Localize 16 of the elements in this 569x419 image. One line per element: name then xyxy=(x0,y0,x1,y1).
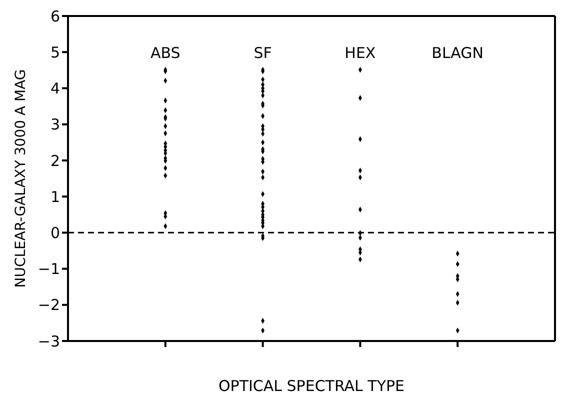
y-tick-label: 4 xyxy=(50,80,60,98)
y-tick-label: −1 xyxy=(38,260,60,278)
x-axis-title: OPTICAL SPECTRAL TYPE xyxy=(218,377,405,395)
x-tick-label: SF xyxy=(254,44,272,62)
x-tick-label: HEX xyxy=(344,44,376,62)
y-tick-label: −2 xyxy=(38,296,60,314)
y-tick-label: 2 xyxy=(50,152,60,170)
y-tick-label: 1 xyxy=(50,188,60,206)
x-tick-label: BLAGN xyxy=(432,44,484,62)
y-tick-label: −3 xyxy=(38,332,60,350)
y-tick-label: 3 xyxy=(50,116,60,134)
y-tick-label: 6 xyxy=(50,7,60,26)
x-tick-label: ABS xyxy=(150,44,180,62)
y-tick-label: 5 xyxy=(50,43,60,62)
y-tick-label: 0 xyxy=(50,224,60,242)
y-axis-title: NUCLEAR-GALAXY 3000 A MAG xyxy=(12,69,29,288)
